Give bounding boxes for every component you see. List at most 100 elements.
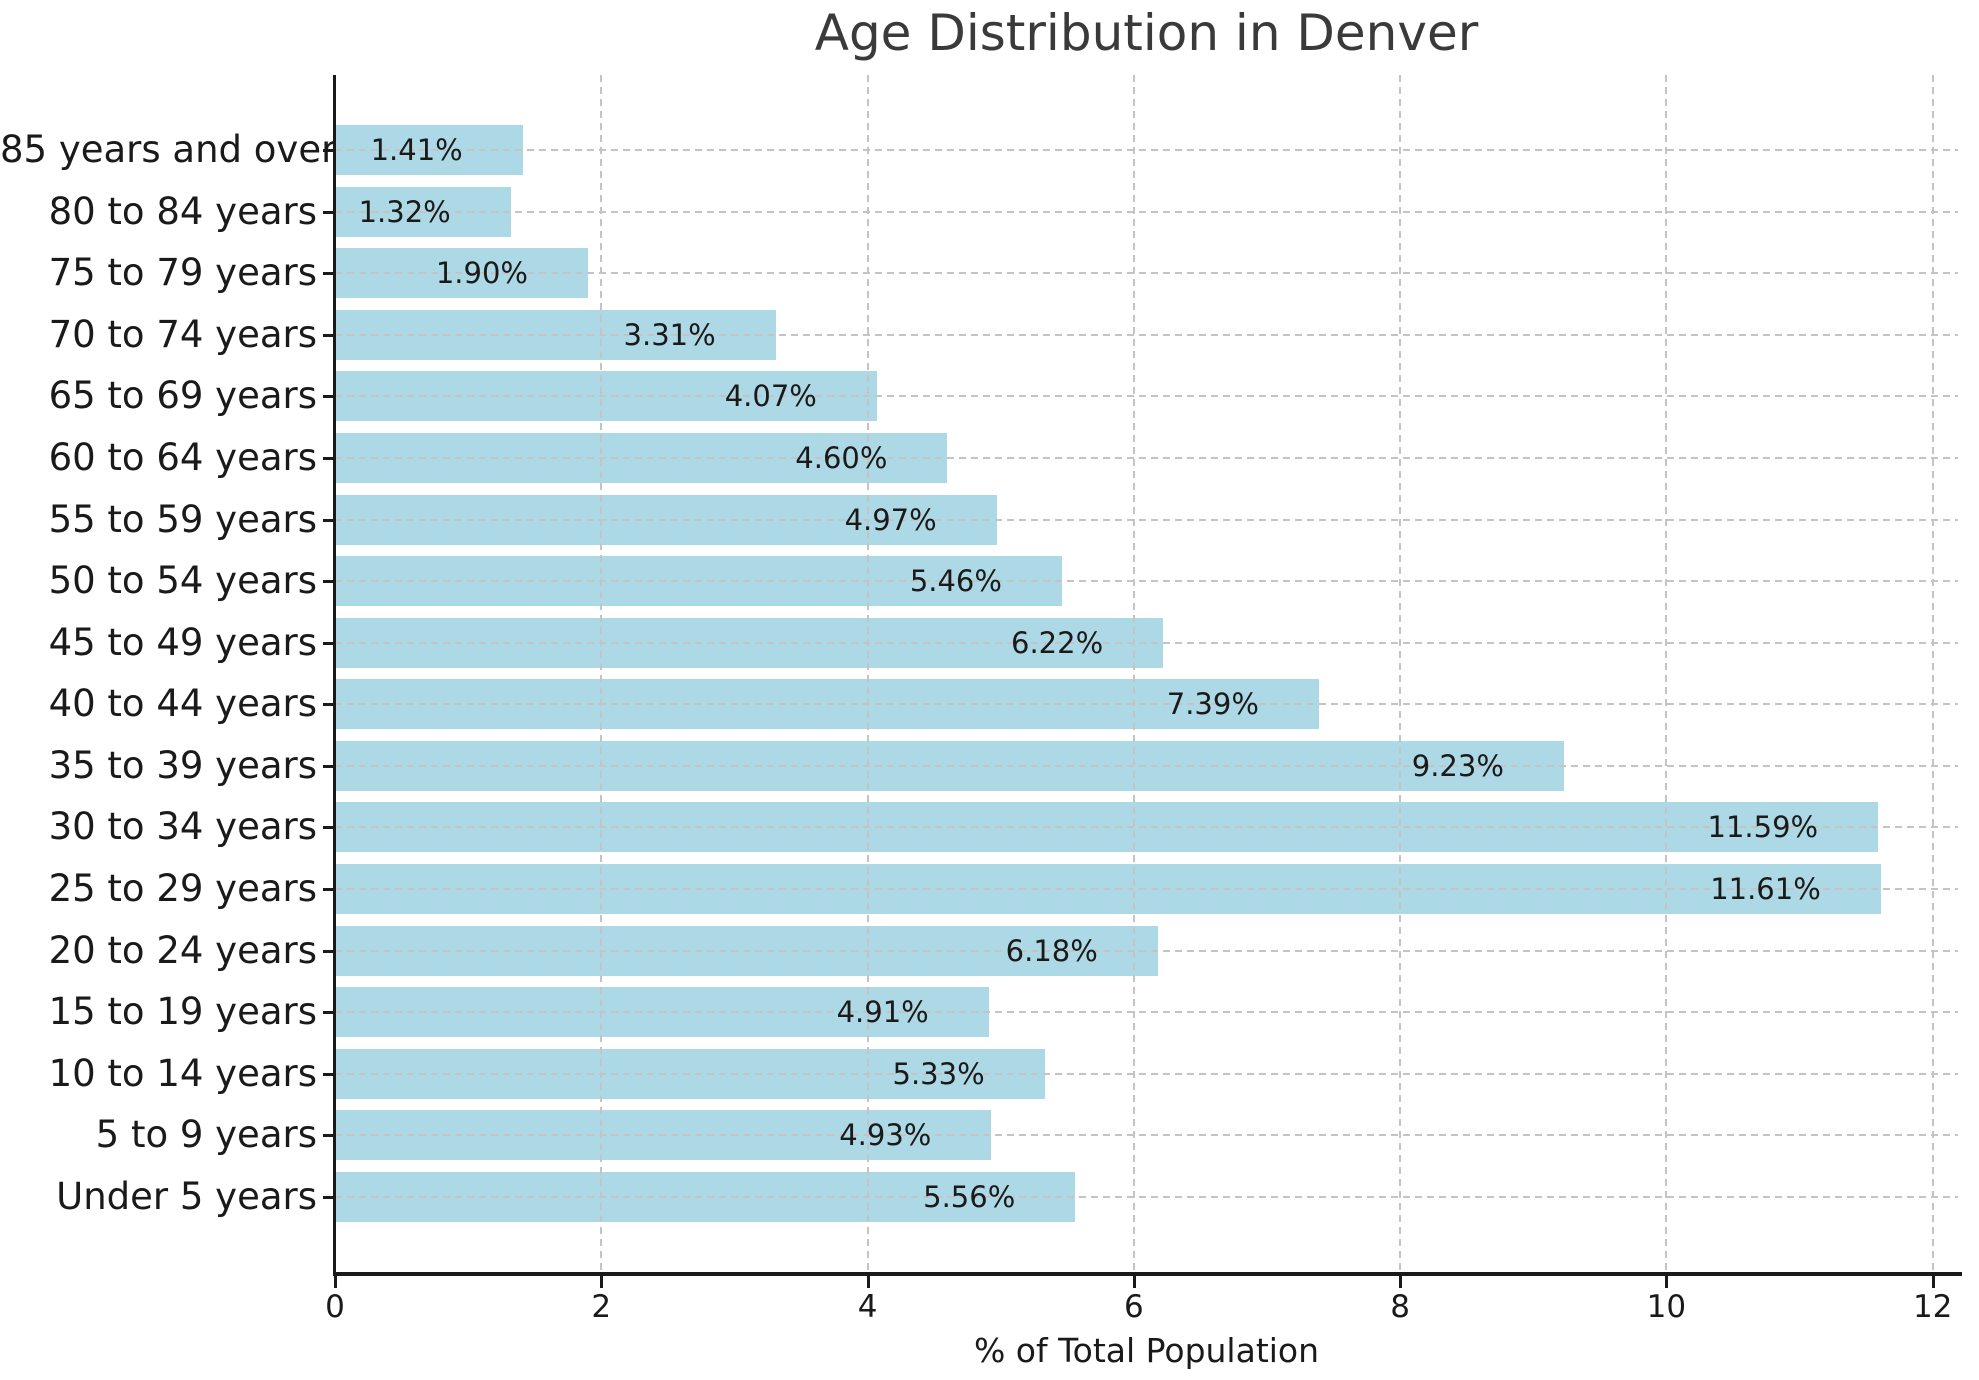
y-gridline xyxy=(335,518,1958,521)
x-tick-label: 12 xyxy=(1912,1289,1953,1325)
chart-title: Age Distribution in Denver xyxy=(814,4,1479,62)
y-tick-mark xyxy=(323,703,335,707)
y-gridline xyxy=(335,149,1958,151)
bar-value-labels-layer: 1.41% 1.32% 1.90% 3.31% 4.07% 4.60% 4.97% 5.46%… xyxy=(335,75,1958,1272)
y-tick-mark xyxy=(323,149,335,152)
y-tick-mark xyxy=(323,1011,335,1015)
y-tick-mark xyxy=(323,272,335,276)
y-tick-mark xyxy=(323,826,335,830)
bar-value-label: 4.93% xyxy=(839,1118,932,1153)
y-tick-mark xyxy=(323,888,335,892)
x-gridline xyxy=(1399,75,1402,1272)
x-tick-mark xyxy=(600,1276,604,1288)
y-tick-label: 25 to 29 years xyxy=(48,867,317,911)
y-tick-label: 40 to 44 years xyxy=(48,682,317,726)
x-tick-label: 2 xyxy=(591,1289,612,1325)
x-tick-label: 0 xyxy=(325,1289,345,1325)
y-tick-label: 85 years and over xyxy=(0,128,337,171)
y-gridline xyxy=(335,1072,1958,1075)
y-tick-label: 70 to 74 years xyxy=(48,312,317,356)
y-tick-label: 45 to 49 years xyxy=(48,620,317,664)
y-tick-label: 20 to 24 years xyxy=(48,928,317,972)
bar-value-label: 11.59% xyxy=(1707,810,1819,845)
bar-value-label: 5.46% xyxy=(909,564,1002,599)
x-gridline xyxy=(1931,75,1934,1272)
y-gridline xyxy=(335,395,1958,398)
y-gridline xyxy=(335,580,1958,583)
y-gridline xyxy=(335,949,1958,952)
y-tick-mark xyxy=(323,456,335,460)
x-tick-label: 6 xyxy=(1123,1289,1144,1325)
y-tick-label: 80 to 84 years xyxy=(48,189,317,233)
y-tick-label: 15 to 19 years xyxy=(48,990,317,1034)
x-tick-mark xyxy=(1399,1276,1403,1288)
y-tick-label: 55 to 59 years xyxy=(48,497,317,541)
y-gridline xyxy=(335,272,1958,275)
bar-value-label: 9.23% xyxy=(1411,748,1504,783)
y-gridline xyxy=(335,1196,1958,1198)
plot-area: 1.41% 1.32% 1.90% 3.31% 4.07% 4.60% 4.97% 5.46%… xyxy=(335,75,1958,1272)
x-gridline xyxy=(1665,75,1668,1272)
y-tick-mark xyxy=(323,1134,335,1138)
bar-value-label: 4.07% xyxy=(724,379,817,414)
bar-value-label: 4.97% xyxy=(844,502,937,537)
y-gridline xyxy=(335,764,1958,767)
x-tick-mark xyxy=(866,1276,870,1288)
x-tick-mark xyxy=(334,1276,337,1288)
x-gridline xyxy=(600,75,603,1272)
x-tick-mark xyxy=(1931,1276,1935,1288)
y-gridline xyxy=(335,210,1958,213)
bar-value-label: 3.31% xyxy=(623,317,716,352)
y-tick-label: 30 to 34 years xyxy=(48,805,317,849)
y-gridline xyxy=(335,826,1958,829)
bar-value-label: 5.56% xyxy=(923,1180,1016,1214)
bar-value-label: 1.32% xyxy=(358,194,451,229)
x-tick-mark xyxy=(1665,1276,1669,1288)
y-tick-mark xyxy=(323,1196,335,1199)
y-tick-mark xyxy=(323,641,335,645)
x-tick-mark xyxy=(1132,1276,1136,1288)
y-gridline xyxy=(335,888,1958,891)
bar-value-label: 1.41% xyxy=(370,133,463,167)
y-tick-label: Under 5 years xyxy=(56,1175,317,1218)
y-axis-spine xyxy=(333,75,336,1275)
y-tick-label: 35 to 39 years xyxy=(48,743,317,787)
y-tick-mark xyxy=(323,210,335,214)
bar-value-label: 5.33% xyxy=(892,1056,985,1091)
y-gridline xyxy=(335,1011,1958,1014)
x-tick-label: 8 xyxy=(1390,1289,1410,1325)
x-axis-label: % of Total Population xyxy=(973,1331,1320,1370)
y-tick-mark xyxy=(323,764,335,768)
y-tick-mark xyxy=(323,580,335,584)
bar-value-label: 4.91% xyxy=(836,995,929,1030)
y-tick-mark xyxy=(323,1072,335,1076)
y-tick-label: 10 to 14 years xyxy=(48,1051,317,1095)
y-tick-mark xyxy=(323,395,335,399)
y-tick-mark xyxy=(323,949,335,953)
y-gridline xyxy=(335,641,1958,644)
y-tick-label: 5 to 9 years xyxy=(95,1113,317,1157)
y-gridline xyxy=(335,333,1958,336)
x-tick-label: 10 xyxy=(1646,1289,1687,1325)
y-tick-mark xyxy=(323,333,335,337)
x-axis-spine xyxy=(333,1272,1962,1276)
y-tick-label: 60 to 64 years xyxy=(48,435,317,479)
bar-value-label: 6.22% xyxy=(1011,625,1104,660)
y-gridline xyxy=(335,456,1958,459)
x-tick-label: 4 xyxy=(857,1289,878,1325)
bar-value-label: 4.60% xyxy=(795,440,888,475)
y-tick-mark xyxy=(323,518,335,522)
x-gridline xyxy=(866,75,869,1272)
bar-value-label: 6.18% xyxy=(1005,933,1098,968)
bar-value-label: 11.61% xyxy=(1710,872,1821,907)
x-gridline xyxy=(1132,75,1135,1272)
y-tick-label: 50 to 54 years xyxy=(48,559,317,603)
y-tick-label: 75 to 79 years xyxy=(48,251,317,295)
y-gridline xyxy=(335,1134,1958,1137)
gridlines-layer xyxy=(335,75,1958,1272)
y-gridline xyxy=(335,703,1958,706)
bar-value-label: 1.90% xyxy=(435,256,528,291)
y-tick-label: 65 to 69 years xyxy=(48,374,317,418)
bar-value-label: 7.39% xyxy=(1166,687,1259,722)
